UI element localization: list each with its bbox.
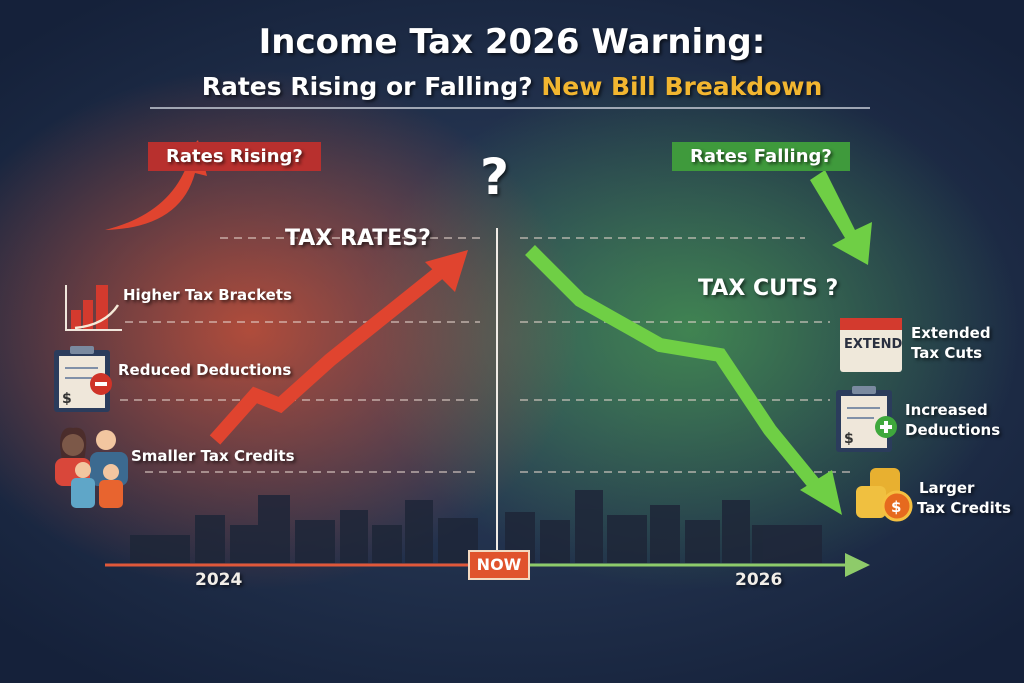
city-skyline	[130, 490, 822, 563]
page-subtitle: Rates Rising or Falling? New Bill Breakd…	[0, 72, 1024, 101]
timeline-arrow-head	[845, 553, 870, 577]
grid-lines	[120, 237, 855, 473]
timeline-end-year: 2026	[735, 570, 783, 590]
reduced-deductions-label: Reduced Deductions	[118, 361, 292, 379]
label-line: Extended	[911, 324, 991, 342]
bar-chart-up-icon	[65, 285, 122, 331]
label-line: Deductions	[905, 421, 1001, 439]
timeline-start-year: 2024	[195, 570, 243, 590]
clipboard-plus-icon: $	[836, 386, 897, 452]
label-line: Increased	[905, 401, 988, 419]
falling-arrow-small	[810, 170, 872, 265]
svg-text:$: $	[844, 431, 854, 447]
higher-tax-brackets-label: Higher Tax Brackets	[123, 286, 292, 304]
subtitle-highlight: New Bill Breakdown	[541, 72, 823, 101]
label-line: Tax Cuts	[911, 344, 983, 362]
falling-arrow-head	[800, 470, 842, 515]
page-title: Income Tax 2026 Warning:	[258, 22, 766, 62]
subtitle-main: Rates Rising or Falling?	[201, 72, 533, 101]
extended-tax-cuts-label: Extended Tax Cuts	[911, 323, 991, 363]
label-line: Tax Credits	[917, 499, 1011, 517]
calendar-extend-icon	[840, 318, 902, 372]
clipboard-minus-icon: $	[54, 346, 112, 412]
tax-cuts-heading: TAX CUTS ?	[698, 276, 839, 301]
extend-text: EXTEND	[844, 337, 903, 352]
rising-arrow-head	[425, 250, 468, 292]
now-marker: NOW	[468, 550, 530, 580]
svg-text:$: $	[891, 498, 901, 516]
larger-tax-credits-label: Larger Tax Credits	[917, 478, 1011, 518]
rates-falling-banner: Rates Falling?	[672, 142, 850, 171]
increased-deductions-label: Increased Deductions	[905, 400, 1000, 440]
rates-rising-banner: Rates Rising?	[148, 142, 321, 171]
svg-text:$: $	[62, 391, 72, 407]
family-icon	[55, 427, 128, 508]
tax-rates-heading: TAX RATES?	[285, 226, 431, 251]
label-line: Larger	[919, 479, 975, 497]
smaller-tax-credits-label: Smaller Tax Credits	[131, 447, 295, 465]
question-mark: ?	[480, 148, 510, 206]
falling-arrow	[525, 245, 821, 490]
coins-dollar-icon: $	[856, 468, 913, 522]
rising-arrow	[209, 262, 450, 445]
